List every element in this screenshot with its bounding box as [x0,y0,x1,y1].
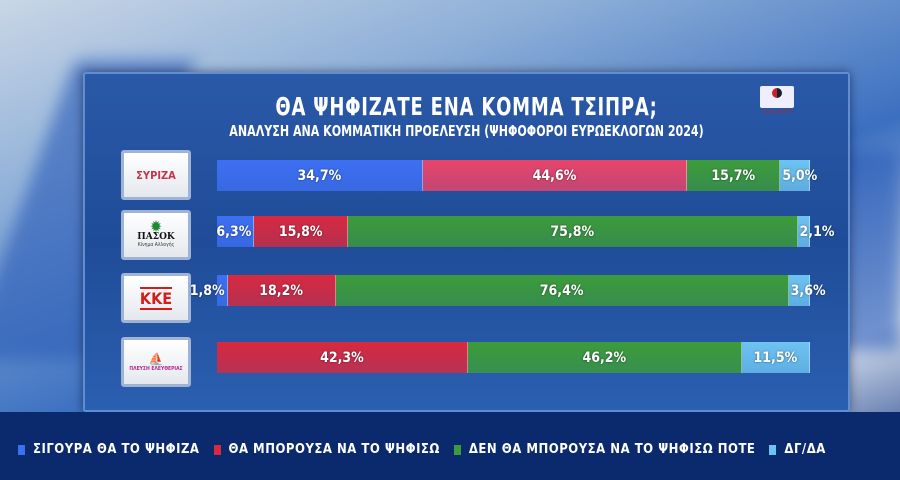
legend-item: ΣΙΓΟΥΡΑ ΘΑ ΤΟ ΨΗΦΙΖΑ [18,442,200,457]
legend-label: ΘΑ ΜΠΟΡΟΥΣΑ ΝΑ ΤΟ ΨΗΦΙΣΩ [228,442,440,457]
bar-segment: 15,8% [254,216,349,247]
data-label: 75,8% [550,223,595,240]
bar-segment: 42,3% [217,342,468,373]
data-label: 44,6% [532,167,577,184]
party-logo-pasok: ✹ ΠΑΣΟΚ Κίνημα Αλλαγής [121,210,191,260]
bar-segment: 75,8% [348,216,798,247]
chart-subtitle: ΑΝΑΛΥΣΗ ΑΝΑ ΚΟΜΜΑΤΙΚΗ ΠΡΟΕΛΕΥΣΗ (ΨΗΦΟΦΟΡ… [229,122,704,140]
bar-row: 34,7% 44,6% 15,7% 5,0% [217,160,817,191]
bar-segment: 3,6% [788,275,826,306]
party-logo-syriza: ΣΥΡΙΖΑ [121,150,191,200]
opinion-poll-logo: OpinionPoll [760,86,794,115]
legend-item: ΘΑ ΜΠΟΡΟΥΣΑ ΝΑ ΤΟ ΨΗΦΙΣΩ [213,442,440,457]
data-label: 1,8% [189,282,225,299]
bar-segment: 11,5% [741,342,810,373]
bar-segment: 1,8% [190,275,228,306]
data-label: 15,7% [711,167,756,184]
legend-label: ΔΕΝ ΘΑ ΜΠΟΡΟΥΣΑ ΝΑ ΤΟ ΨΗΦΙΣΩ ΠΟΤΕ [468,442,756,457]
legend-swatch [769,444,777,455]
data-label: 11,5% [753,349,798,366]
legend: ΣΙΓΟΥΡΑ ΘΑ ΤΟ ΨΗΦΙΖΑ ΘΑ ΜΠΟΡΟΥΣΑ ΝΑ ΤΟ ΨΗ… [0,412,900,480]
legend-swatch [18,444,25,455]
data-label: 5,0% [782,167,818,184]
party-logo-plefsi: ⛵ ΠΛΕΥΣΗ ΕΛΕΥΘΕΡΙΑΣ [121,337,191,387]
bar-row: 42,3% 46,2% 11,5% [217,342,810,373]
bar-segment: 44,6% [422,160,688,191]
data-label: 3,6% [790,282,826,299]
legend-item: ΔΕΝ ΘΑ ΜΠΟΡΟΥΣΑ ΝΑ ΤΟ ΨΗΦΙΣΩ ΠΟΤΕ [453,442,756,457]
data-label: 46,2% [582,349,627,366]
bar-segment: 34,7% [217,160,423,191]
bar-row: 1,8% 18,2% 76,4% 3,6% [190,275,826,306]
bar-segment: 76,4% [335,275,789,306]
data-label: 2,1% [799,223,835,240]
party-logo-kke: ΚΚΕ [121,273,191,323]
bar-row: 6,3% 15,8% 75,8% 2,1% [216,216,834,247]
bar-segment: 18,2% [227,275,336,306]
bar-segment: 6,3% [216,216,255,247]
chart-title: ΘΑ ΨΗΦΙΖΑΤΕ ΕΝΑ ΚΟΜΜΑ ΤΣΙΠΡΑ; [275,92,658,121]
data-label: 42,3% [320,349,364,366]
legend-swatch [213,444,221,455]
bar-segment: 5,0% [780,160,817,191]
data-label: 18,2% [259,282,303,299]
data-label: 15,8% [278,223,323,240]
legend-item: ΔΓ/ΔΑ [769,442,825,457]
legend-swatch [453,444,461,455]
bar-segment: 15,7% [687,160,781,191]
bar-segment: 2,1% [797,216,834,247]
data-label: 34,7% [297,167,342,184]
bar-segment: 46,2% [467,342,742,373]
legend-label: ΔΓ/ΔΑ [784,442,826,457]
legend-label: ΣΙΓΟΥΡΑ ΘΑ ΤΟ ΨΗΦΙΖΑ [33,442,200,457]
data-label: 76,4% [539,282,584,299]
data-label: 6,3% [216,223,252,240]
